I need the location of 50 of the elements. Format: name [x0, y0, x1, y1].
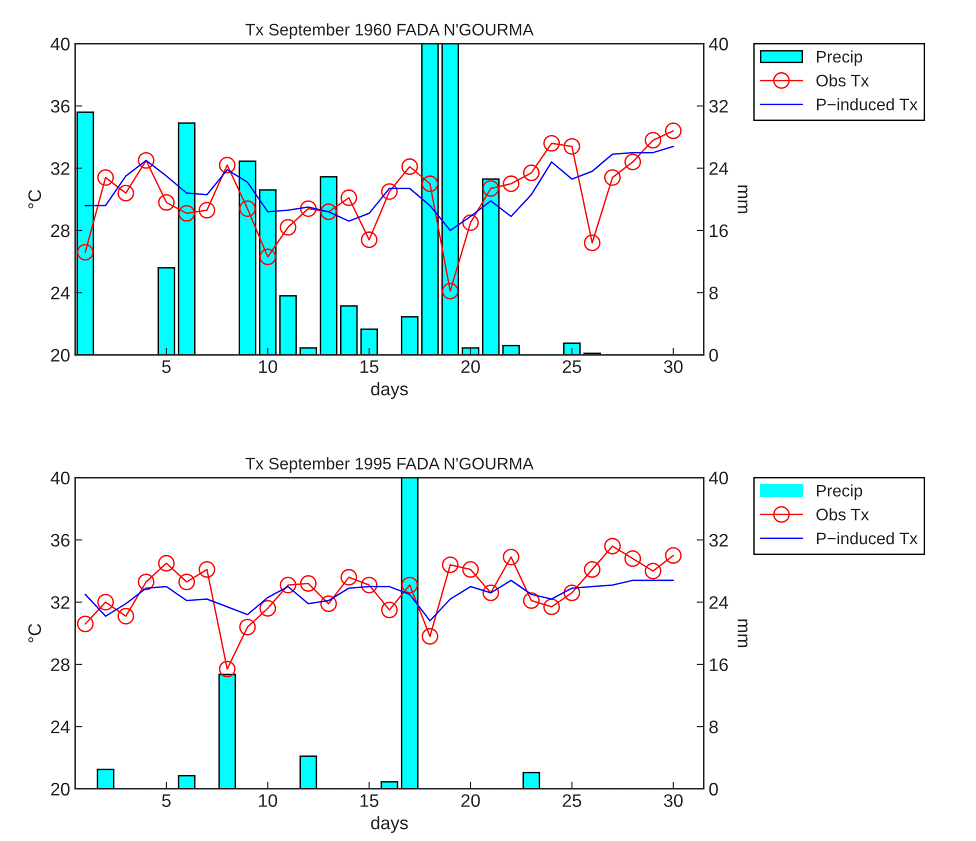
x-tick-label: 30 [664, 360, 683, 374]
y2-tick-label: 0 [709, 782, 718, 796]
y2-tick-label: 24 [709, 596, 728, 609]
y-tick-label: 28 [51, 224, 70, 238]
x-tick-label: 5 [162, 360, 171, 374]
y-tick-label: 32 [50, 596, 70, 609]
x-tick-label: 30 [664, 794, 683, 807]
legend-label: P−induced Tx [817, 532, 918, 544]
chart-title: Tx September 1960 FADA N'GOURMA [246, 23, 534, 39]
x-tick-label: 10 [259, 360, 278, 374]
y-tick-label: 24 [51, 286, 70, 300]
y2-tick-label: 8 [709, 286, 718, 300]
legend-label: Precip [817, 484, 862, 500]
x-tick-label: 20 [461, 360, 480, 374]
chart-title: Tx September 1995 FADA N'GOURMA [246, 457, 534, 473]
y-tick-label: 40 [50, 38, 70, 50]
legend-label: P−induced Tx [817, 98, 918, 110]
y2-tick-label: 40 [708, 472, 728, 484]
y-axis-title: °C [28, 190, 42, 208]
y2-tick-label: 0 [709, 348, 718, 362]
y-tick-label: 24 [51, 720, 70, 734]
y-tick-label: 20 [51, 348, 70, 362]
x-tick-label: 25 [562, 794, 582, 807]
y2-tick-label: 8 [709, 720, 718, 734]
y2-tick-label: 40 [708, 38, 728, 50]
x-tick-label: 10 [259, 794, 278, 807]
x-tick-label: 25 [562, 360, 582, 374]
x-axis-title: days [371, 382, 408, 399]
y2-tick-label: 32 [709, 534, 728, 547]
y-axis-title: °C [28, 624, 42, 642]
y-tick-label: 28 [51, 658, 70, 672]
x-tick-label: 15 [360, 794, 378, 807]
x-tick-label: 15 [360, 360, 378, 374]
x-tick-label: 20 [461, 794, 480, 807]
legend-label: Obs Tx [816, 74, 869, 87]
y2-tick-label: 16 [710, 224, 728, 238]
y-tick-label: 36 [50, 100, 70, 113]
y2-tick-label: 16 [710, 658, 728, 672]
y2-axis-title: mm [738, 619, 748, 648]
y2-tick-label: 32 [709, 100, 728, 113]
y2-axis-title: mm [738, 185, 748, 214]
legend-label: Obs Tx [816, 508, 869, 520]
y-tick-label: 40 [50, 472, 70, 484]
x-tick-label: 5 [162, 794, 171, 807]
y-tick-label: 36 [50, 534, 70, 547]
y2-tick-label: 24 [709, 162, 728, 175]
y-tick-label: 32 [50, 162, 70, 175]
legend-label: Precip [817, 50, 862, 66]
x-axis-title: days [371, 816, 408, 833]
y-tick-label: 20 [51, 782, 70, 796]
